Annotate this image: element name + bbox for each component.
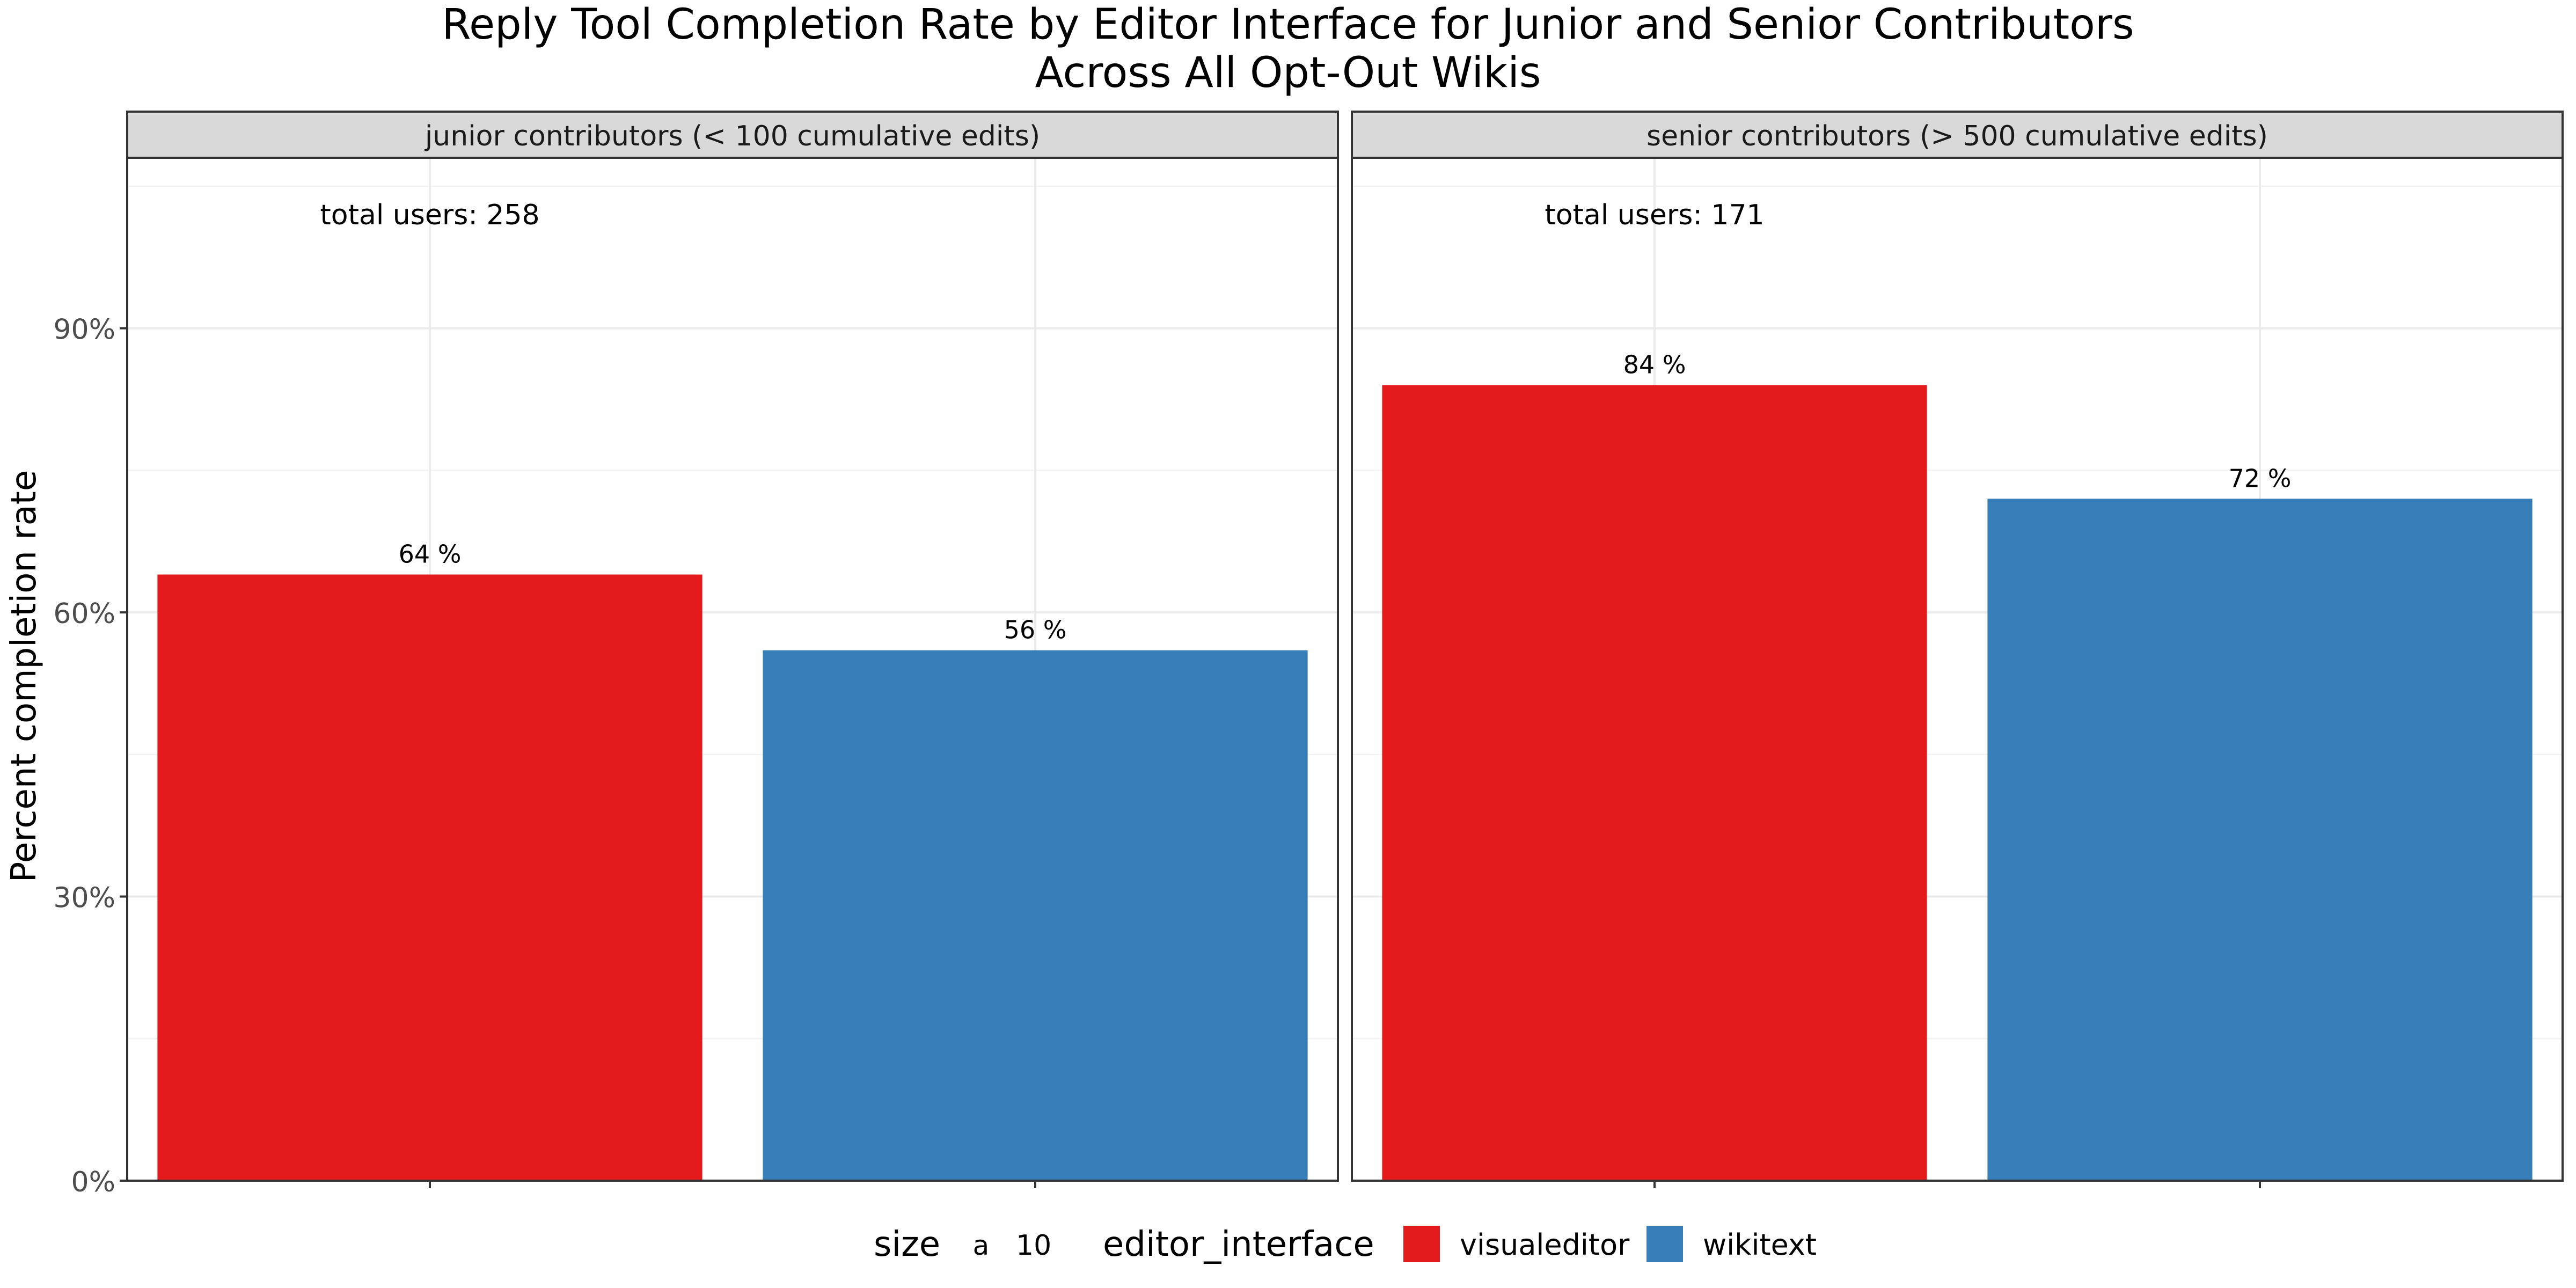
y-tick-label: 30%	[53, 882, 115, 914]
y-axis-label: Percent completion rate	[4, 470, 44, 883]
panel-border	[126, 157, 1339, 1182]
bar-visualeditor	[1382, 385, 1927, 1181]
y-tick-label: 60%	[53, 598, 115, 630]
y-tick-label: 90%	[53, 314, 115, 346]
bar-value-label: 64 %	[399, 540, 462, 569]
legend-swatch-visualeditor	[1403, 1226, 1440, 1262]
facet-strip-label: junior contributors (< 100 cumulative ed…	[425, 120, 1040, 152]
facet-strip	[126, 111, 1339, 159]
legend-swatch-wikitext	[1646, 1226, 1683, 1262]
legend: size a 10 editor_interface visualeditor wikit…	[874, 1225, 1817, 1264]
bar-value-label: 84 %	[1623, 350, 1686, 379]
panel-border	[1351, 157, 2564, 1182]
bar-wikitext	[763, 650, 1308, 1181]
bar-value-label: 72 %	[2229, 464, 2292, 493]
y-tick-label: 0%	[71, 1166, 116, 1198]
chart-title: Reply Tool Completion Rate by Editor Int…	[442, 1, 2134, 49]
legend-size-label: 10	[1016, 1230, 1051, 1262]
bar-visualeditor	[157, 574, 702, 1181]
legend-fill-title: editor_interface	[1103, 1225, 1374, 1264]
total-users-annotation: total users: 258	[320, 199, 539, 231]
total-users-annotation: total users: 171	[1545, 199, 1764, 231]
facet-strip-label: senior contributors (> 500 cumulative ed…	[1646, 120, 2268, 152]
chart-subtitle: Across All Opt-Out Wikis	[1035, 49, 1541, 97]
facet-panel: senior contributors (> 500 cumulative ed…	[1351, 111, 2564, 1188]
legend-item-label: visualeditor	[1460, 1228, 1630, 1262]
facet-panels: junior contributors (< 100 cumulative ed…	[53, 111, 2564, 1198]
bar-wikitext	[1987, 499, 2533, 1181]
legend-size-glyph: a	[973, 1230, 990, 1261]
legend-item-label: wikitext	[1703, 1228, 1817, 1262]
facet-panel: junior contributors (< 100 cumulative ed…	[53, 111, 1339, 1198]
legend-size-title: size	[874, 1225, 940, 1264]
bar-value-label: 56 %	[1004, 616, 1067, 645]
